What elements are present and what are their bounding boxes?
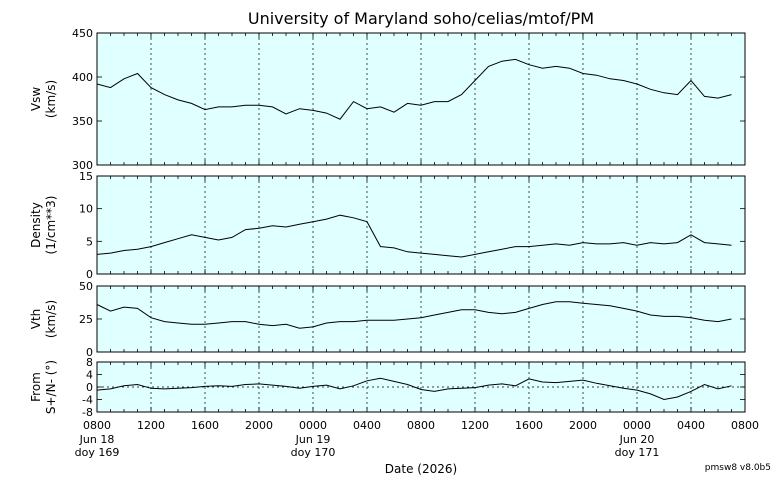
y-axis-label: From — [29, 372, 43, 402]
panel-frame — [96, 361, 746, 413]
doy-label: doy 171 — [615, 446, 660, 459]
x-tick-label: 0800 — [407, 419, 435, 432]
y-axis-label: (km/s) — [44, 300, 58, 338]
x-tick-label: 2000 — [569, 419, 597, 432]
series-line-1 — [96, 214, 732, 258]
y-axis-label: Vth — [29, 309, 43, 330]
y-tick-label: 50 — [79, 280, 93, 293]
panel-vsw: 300 350 400 450 Vsw (km/s) — [29, 27, 746, 172]
date-label: Jun 18 — [79, 433, 115, 446]
x-tick-label: 1600 — [515, 419, 543, 432]
x-tick-label: 2000 — [245, 419, 273, 432]
panel-density: 0 5 10 15 Density (1/cm**3) — [29, 170, 746, 281]
date-label: Jun 19 — [295, 433, 331, 446]
y-tick-label: 450 — [72, 27, 93, 40]
panel-frame — [96, 175, 746, 275]
date-label: Jun 20 — [619, 433, 655, 446]
series-line-2 — [96, 301, 732, 329]
doy-label: doy 169 — [75, 446, 120, 459]
y-tick-label: 0 — [86, 268, 93, 281]
panel-vth: 0 25 50 Vth (km/s) — [29, 280, 746, 359]
x-tick-label: 1200 — [461, 419, 489, 432]
y-tick-label: 15 — [79, 170, 93, 183]
x-tick-label: 0800 — [83, 419, 111, 432]
series-line-0 — [96, 58, 732, 120]
y-tick-label: 400 — [72, 71, 93, 84]
x-tick-label: 1600 — [191, 419, 219, 432]
series-line-3 — [96, 377, 732, 401]
y-tick-label: 0 — [86, 346, 93, 359]
x-tick-label: 0400 — [677, 419, 705, 432]
y-axis-label: Vsw — [29, 87, 43, 111]
y-tick-label: 0 — [86, 381, 93, 394]
y-tick-label: 4 — [86, 369, 93, 382]
x-tick-label: 0800 — [731, 419, 759, 432]
y-tick-label: -8 — [82, 406, 93, 419]
y-tick-label: 350 — [72, 115, 93, 128]
x-tick-label: 0400 — [353, 419, 381, 432]
x-tick-label: 1200 — [137, 419, 165, 432]
y-tick-label: 8 — [86, 356, 93, 369]
doy-label: doy 170 — [291, 446, 336, 459]
x-axis-label: Date (2026) — [385, 462, 457, 476]
y-tick-label: 25 — [79, 313, 93, 326]
version-label: pmsw8 v8.0b5 — [705, 463, 771, 473]
y-axis-label: Density — [29, 202, 43, 248]
x-axis: 0800 1200 1600 2000 0000 0400 0800 1200 1600 2000… — [75, 419, 759, 459]
x-tick-label: 0000 — [299, 419, 327, 432]
x-tick-label: 0000 — [623, 419, 651, 432]
y-tick-label: -4 — [82, 394, 93, 407]
y-tick-label: 5 — [86, 235, 93, 248]
y-axis-label: (km/s) — [44, 80, 58, 118]
y-tick-label: 10 — [79, 203, 93, 216]
panel-frame — [96, 285, 746, 353]
chart-title: University of Maryland soho/celias/mtof/… — [248, 9, 594, 28]
y-axis-label: S+/N- (°) — [44, 360, 58, 414]
y-tick-label: 300 — [72, 159, 93, 172]
panel-background — [97, 176, 745, 274]
panel-frame — [96, 32, 746, 166]
y-axis-label: (1/cm**3) — [44, 196, 58, 255]
